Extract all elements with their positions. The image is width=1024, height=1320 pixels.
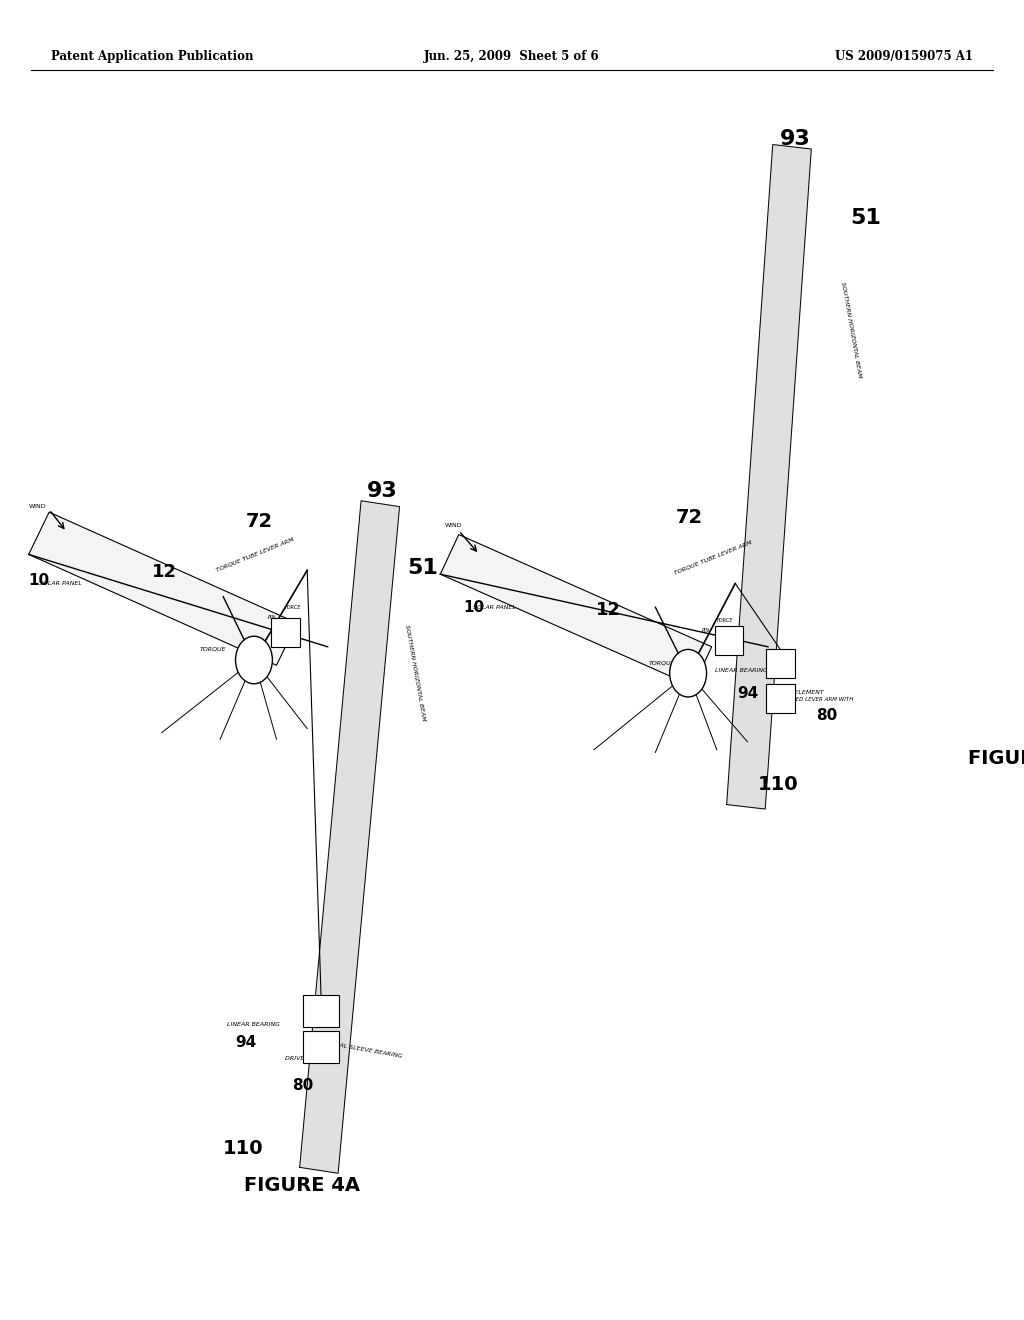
Bar: [715, 626, 743, 655]
Bar: [271, 618, 300, 647]
Text: TORQUE TUBE LEVER ARM: TORQUE TUBE LEVER ARM: [215, 536, 294, 573]
Bar: [303, 1031, 339, 1063]
Bar: [303, 995, 339, 1027]
Text: DRIVE ELEMENT: DRIVE ELEMENT: [285, 1056, 336, 1061]
Text: 80: 80: [816, 708, 838, 723]
Text: 94: 94: [737, 685, 759, 701]
Circle shape: [236, 636, 272, 684]
Text: TORQUE: TORQUE: [649, 660, 676, 665]
Text: 51: 51: [850, 207, 881, 228]
Circle shape: [670, 649, 707, 697]
Bar: [766, 684, 795, 713]
Text: TORQUE: TORQUE: [200, 647, 226, 652]
Polygon shape: [727, 145, 811, 809]
Text: PIN: PIN: [268, 615, 276, 620]
Text: SOUTHERN HORIZONTAL BEAM: SOUTHERN HORIZONTAL BEAM: [404, 624, 426, 722]
Text: SOLAR PANEL: SOLAR PANEL: [473, 605, 516, 610]
Text: 72: 72: [676, 508, 702, 527]
Text: LINEAR BEARING: LINEAR BEARING: [715, 668, 768, 673]
Text: LINEAR BEARING: LINEAR BEARING: [227, 1022, 281, 1027]
Text: US 2009/0159075 A1: US 2009/0159075 A1: [835, 50, 973, 63]
Text: SOLAR PANEL: SOLAR PANEL: [39, 581, 82, 586]
Text: WIND: WIND: [29, 504, 46, 510]
Polygon shape: [300, 500, 399, 1173]
Polygon shape: [29, 512, 297, 665]
Text: 94: 94: [236, 1035, 257, 1051]
Text: 10: 10: [29, 573, 50, 589]
Text: FORCE: FORCE: [285, 605, 301, 610]
Text: 110: 110: [223, 1139, 264, 1158]
Text: TORQUE TUBE LEVER ARM: TORQUE TUBE LEVER ARM: [674, 539, 753, 576]
Text: 12: 12: [152, 562, 176, 581]
Text: 51: 51: [408, 557, 438, 578]
Text: 93: 93: [780, 128, 811, 149]
Polygon shape: [440, 535, 712, 686]
Text: FORCE: FORCE: [717, 618, 733, 623]
Text: 80: 80: [292, 1077, 313, 1093]
Text: DRIVE ELEMENT: DRIVE ELEMENT: [773, 690, 824, 696]
Text: FIGURE 4A: FIGURE 4A: [244, 1176, 359, 1195]
Text: Patent Application Publication: Patent Application Publication: [51, 50, 254, 63]
Text: 12: 12: [596, 601, 621, 619]
Text: 72: 72: [246, 512, 272, 531]
Text: WIND: WIND: [444, 523, 462, 528]
Text: GIMBAL SLEEVE BEARING: GIMBAL SLEEVE BEARING: [323, 1040, 402, 1059]
Text: 93: 93: [367, 480, 397, 502]
Text: 110: 110: [758, 775, 799, 793]
Text: 10: 10: [463, 599, 484, 615]
Text: Jun. 25, 2009  Sheet 5 of 6: Jun. 25, 2009 Sheet 5 of 6: [424, 50, 600, 63]
Text: SOUTHERN HORIZONTAL BEAM: SOUTHERN HORIZONTAL BEAM: [840, 281, 861, 379]
Text: PIN: PIN: [701, 628, 710, 634]
Text: FIGURE 4B: FIGURE 4B: [968, 750, 1024, 768]
Bar: [766, 649, 795, 678]
Text: SLOTTED LEVER ARM WITH: SLOTTED LEVER ARM WITH: [778, 697, 854, 702]
